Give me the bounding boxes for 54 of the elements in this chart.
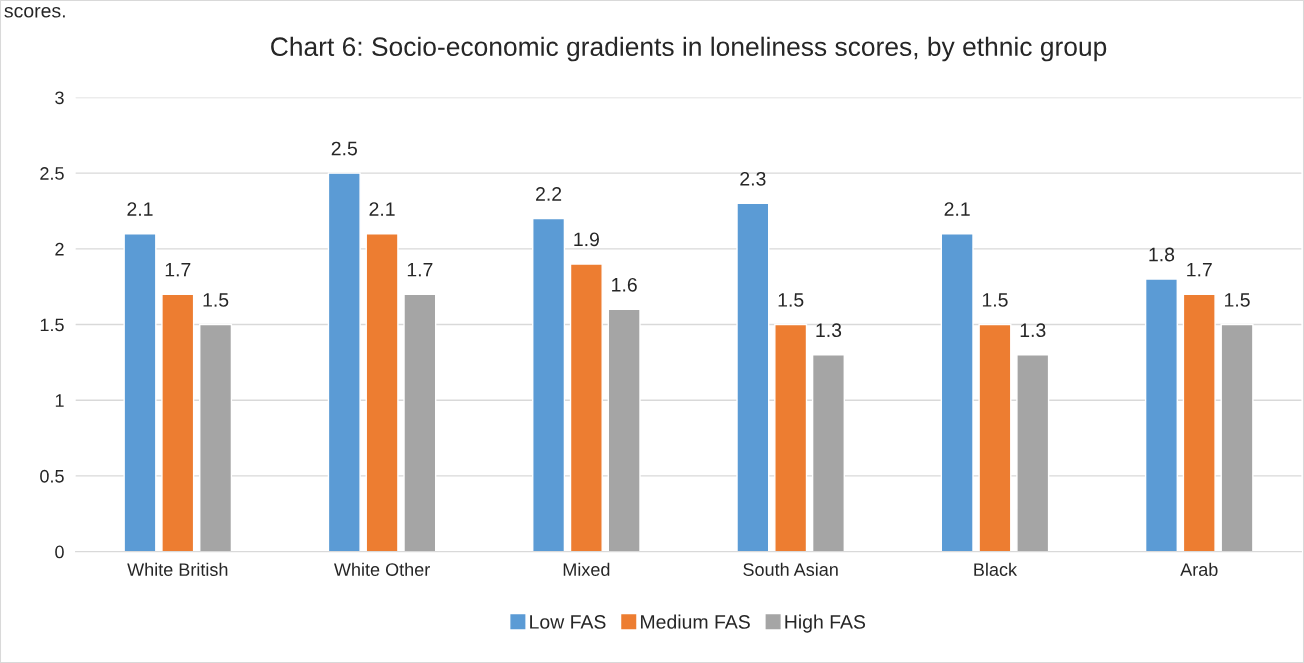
bar [532,217,566,552]
data-label: 1.7 [1187,262,1212,277]
bar [1016,354,1050,552]
bar [161,293,195,552]
legend-label: Medium FAS [641,614,750,629]
x-tick-label: Black [974,562,1018,576]
bar [199,323,233,552]
bar [1220,323,1254,552]
bar [1182,293,1216,552]
data-label: 1.5 [778,293,804,307]
bar [327,172,361,552]
y-tick-label: 1 [55,394,64,407]
y-tick-label: 2.5 [40,167,64,180]
bar [569,263,603,552]
y-tick-label: 3 [55,91,64,105]
bar [736,202,770,552]
y-tick-label: 0 [55,545,64,559]
chart-title: Chart 6: Socio-economic gradients in loneliness scores, by ethnic group [271,36,1107,62]
bar [1144,278,1178,552]
data-label: 2.2 [536,187,562,201]
bar [365,233,399,552]
data-label: 1.5 [1225,293,1250,307]
bar [774,323,808,552]
x-tick-label: White British [127,562,228,576]
y-tick-label: 1.5 [40,318,64,332]
y-tick-label: 2 [55,242,64,256]
x-tick-label: Mixed [563,562,610,576]
data-label: 2.5 [331,141,357,156]
data-label: 2.1 [944,202,970,216]
data-label: 2.1 [127,202,153,216]
data-label: 1.7 [165,262,191,277]
legend-label: Low FAS [530,615,606,629]
data-label: 1.5 [203,293,229,307]
data-label: 1.3 [816,323,842,338]
bar [811,354,845,552]
y-tick-label: 0.5 [40,469,64,483]
data-label: 2.1 [369,202,395,216]
data-label: 1.8 [1149,247,1175,262]
bar [978,323,1012,552]
data-label: 1.5 [982,293,1008,307]
data-label: 1.6 [612,277,637,292]
text: scores. [4,6,65,18]
x-tick-label: White Other [333,562,430,576]
bar [403,293,437,552]
bar [940,233,974,552]
bar [123,233,157,552]
legend-label: High FAS [785,614,866,633]
data-label: 1.3 [1020,323,1046,338]
data-label: 1.7 [407,262,433,277]
bar [607,308,641,552]
data-label: 1.9 [574,232,599,247]
data-label: 2.3 [740,171,766,186]
x-tick-label: Arab [1180,562,1218,576]
x-tick-label: South Asian [743,562,838,576]
